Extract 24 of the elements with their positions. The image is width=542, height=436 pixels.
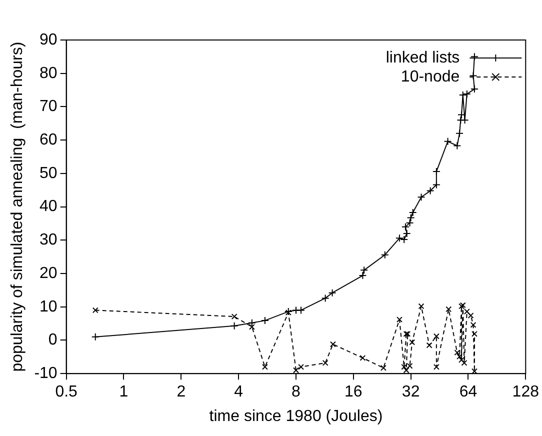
x-tick-label: 1 (119, 384, 128, 401)
y-tick-label: -10 (34, 365, 58, 382)
x-tick-label: 16 (344, 384, 362, 401)
x-tick-label: 8 (292, 384, 301, 401)
x-tick-label: 128 (512, 384, 540, 401)
y-tick-label: 30 (40, 232, 58, 249)
y-tick-label: 0 (48, 332, 58, 349)
x-tick-label: 64 (459, 384, 478, 401)
y-tick-label: 20 (40, 264, 58, 282)
y-tick-label: 80 (40, 64, 58, 82)
x-tick-label: 32 (402, 384, 420, 401)
legend-label: 10-node (400, 68, 460, 86)
x-tick-label: 4 (234, 384, 244, 401)
y-tick-label: 10 (40, 298, 58, 316)
x-tick-label: 2 (176, 384, 186, 401)
y-axis-title: popularity of simulated annealing (man-hours) (9, 42, 26, 372)
x-tick-label: 0.5 (55, 384, 78, 401)
y-tick-label: 90 (40, 31, 58, 48)
x-axis-title: time since 1980 (Joules) (209, 408, 383, 425)
y-tick-label: 50 (40, 164, 58, 182)
y-tick-label: 40 (40, 198, 58, 216)
y-tick-label: 60 (40, 131, 58, 148)
legend-label: linked lists (386, 49, 460, 66)
y-tick-label: 70 (40, 98, 58, 116)
